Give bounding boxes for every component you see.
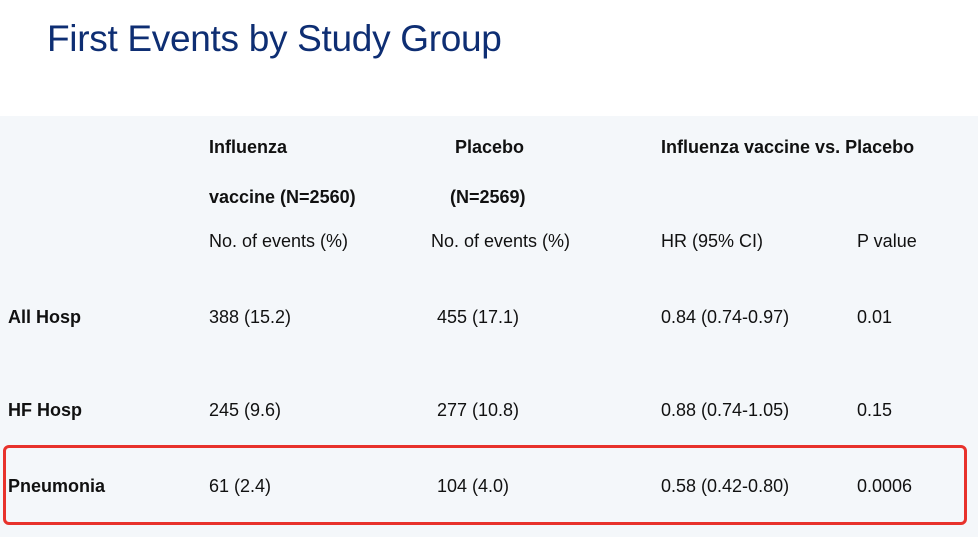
table-cell: 455 (17.1) xyxy=(437,307,520,327)
header-vaccine-line1: Influenza xyxy=(209,137,288,157)
subheader-placebo: No. of events (%) xyxy=(431,231,571,251)
table-cell: 388 (15.2) xyxy=(209,307,292,327)
table-cell: 61 (2.4) xyxy=(209,476,272,496)
header-placebo-line1: Placebo xyxy=(455,137,525,157)
row-label-hf-hosp: HF Hosp xyxy=(8,400,82,420)
page-title: First Events by Study Group xyxy=(47,18,502,59)
header-comparison: Influenza vaccine vs. Placebo xyxy=(661,137,915,157)
row-label-all-hosp: All Hosp xyxy=(8,307,82,327)
table-cell: 0.58 (0.42-0.80) xyxy=(661,476,790,496)
subheader-p: P value xyxy=(857,231,917,251)
subheader-hr: HR (95% CI) xyxy=(661,231,764,251)
table-panel xyxy=(0,116,978,537)
table-cell: 0.15 xyxy=(857,400,893,420)
table-cell: 0.01 xyxy=(857,307,893,327)
pneumonia-highlight-box xyxy=(3,445,967,525)
header-vaccine-line2: vaccine (N=2560) xyxy=(209,187,356,207)
table-cell: 277 (10.8) xyxy=(437,400,520,420)
table-cell: 0.84 (0.74-0.97) xyxy=(661,307,790,327)
table-cell: 0.88 (0.74-1.05) xyxy=(661,400,790,420)
table-cell: 104 (4.0) xyxy=(437,476,510,496)
table-cell: 0.0006 xyxy=(857,476,913,496)
subheader-vaccine: No. of events (%) xyxy=(209,231,349,251)
header-placebo-line2: (N=2569) xyxy=(450,187,526,207)
row-label-pneumonia: Pneumonia xyxy=(8,476,106,496)
table-cell: 245 (9.6) xyxy=(209,400,282,420)
